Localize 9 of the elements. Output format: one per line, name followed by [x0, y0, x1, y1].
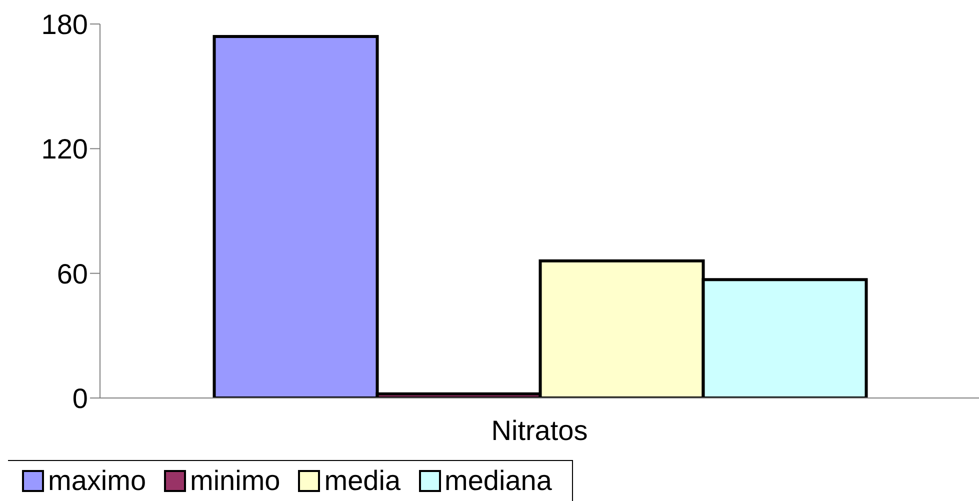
y-tick-label: 120	[41, 134, 88, 165]
y-tick-label: 0	[72, 382, 88, 414]
y-tick-label: 180	[41, 8, 88, 40]
legend-label: minimo	[190, 465, 280, 497]
y-tick-label: 60	[56, 258, 88, 290]
legend-label: media	[324, 465, 401, 497]
legend-label: maximo	[48, 465, 146, 497]
x-tick-label: Nitratos	[491, 414, 588, 446]
legend-label: mediana	[444, 465, 552, 497]
